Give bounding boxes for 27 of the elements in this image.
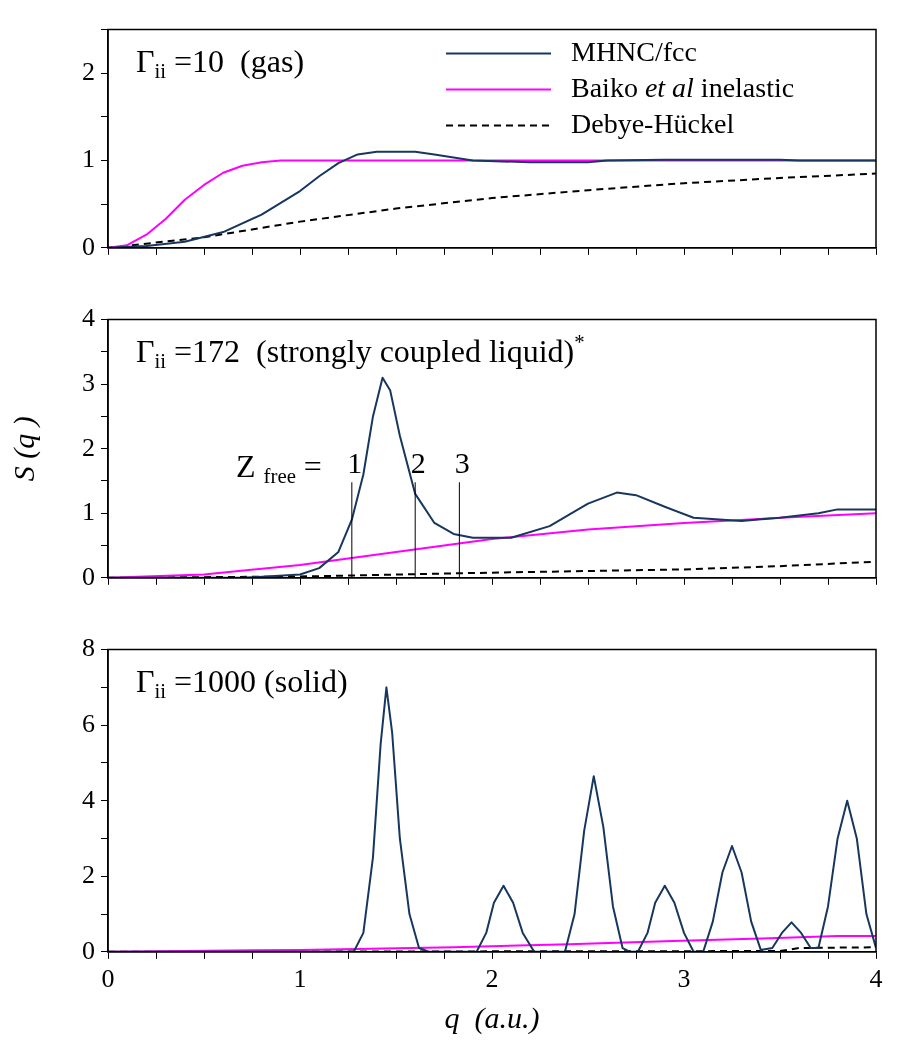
x-tick-label: 3 (677, 964, 691, 994)
x-tick-label: 1 (293, 964, 307, 994)
annotation: Z free = (236, 447, 322, 487)
annotation: 2 (410, 445, 426, 479)
legend-label: Debye-Hückel (571, 107, 735, 139)
annotation: 3 (454, 445, 470, 479)
x-tick-label: 4 (869, 964, 883, 994)
y-tick-label: 0 (82, 561, 95, 591)
y-tick-label: 1 (82, 497, 95, 527)
y-tick-label: 2 (82, 860, 95, 890)
y-tick-label: 4 (82, 303, 95, 333)
y-tick-label: 2 (82, 432, 95, 462)
x-tick-label: 2 (485, 964, 499, 994)
x-axis-title: q (a.u.) (444, 1000, 540, 1035)
y-tick-label: 3 (82, 367, 95, 397)
y-tick-label: 4 (82, 784, 95, 814)
annotation: 1 (347, 445, 363, 479)
y-tick-label: 1 (82, 144, 95, 174)
y-tick-label: 0 (82, 231, 95, 261)
legend-label: MHNC/fcc (571, 35, 697, 67)
y-tick-label: 0 (82, 935, 95, 965)
x-tick-label: 0 (101, 964, 115, 994)
legend-label: Baiko et al inelastic (571, 71, 795, 103)
y-axis-title: S (q ) (6, 416, 41, 482)
y-tick-label: 8 (82, 633, 95, 663)
y-tick-label: 6 (82, 708, 95, 738)
y-tick-label: 2 (82, 57, 95, 87)
